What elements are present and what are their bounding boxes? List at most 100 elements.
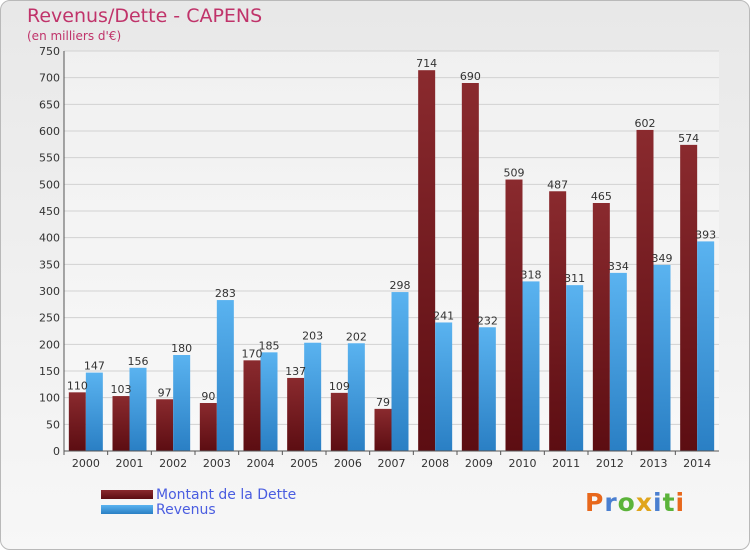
data-label-revenus: 147	[84, 360, 105, 373]
y-tick-label: 650	[39, 98, 60, 111]
logo-letter: t	[662, 488, 676, 517]
data-label-dette: 714	[416, 57, 437, 70]
y-tick-label: 750	[39, 45, 60, 58]
data-label-revenus: 334	[608, 260, 629, 273]
y-tick-label: 550	[39, 152, 60, 165]
bar-revenus	[304, 342, 322, 451]
x-tick-label: 2001	[116, 457, 144, 470]
legend-label-debt: Montant de la Dette	[156, 486, 297, 503]
data-label-dette: 90	[201, 390, 215, 403]
bar-revenus	[697, 241, 715, 451]
data-label-dette: 79	[376, 396, 390, 409]
bar-revenus	[653, 264, 671, 451]
bar-dette	[592, 203, 610, 451]
x-tick-label: 2005	[290, 457, 318, 470]
data-label-revenus: 202	[346, 330, 367, 343]
proxiti-logo: Proxiti	[585, 488, 685, 517]
bar-dette	[199, 403, 217, 451]
y-tick-label: 250	[39, 312, 60, 325]
logo-letter: P	[585, 488, 605, 517]
x-tick-label: 2004	[247, 457, 275, 470]
data-label-revenus: 283	[215, 287, 236, 300]
data-label-revenus: 241	[433, 309, 454, 322]
chart-title: Revenus/Dette - CAPENS	[27, 5, 263, 27]
bar-revenus	[216, 300, 234, 451]
bar-dette	[330, 392, 348, 451]
legend-item-debt: Montant de la Dette	[101, 486, 297, 503]
legend-label-revenus: Revenus	[156, 501, 216, 518]
bar-revenus	[435, 322, 453, 451]
data-label-revenus: 393	[695, 228, 716, 241]
y-tick-label: 500	[39, 178, 60, 191]
chart-subtitle: (en milliers d'€)	[27, 29, 122, 43]
bar-revenus	[347, 343, 365, 451]
x-tick-label: 2010	[509, 457, 537, 470]
x-tick-label: 2009	[465, 457, 493, 470]
bar-revenus	[129, 367, 147, 451]
bar-revenus	[522, 281, 540, 451]
bar-dette	[549, 191, 567, 451]
x-tick-label: 2000	[72, 457, 100, 470]
logo-letter: r	[604, 488, 618, 517]
data-label-dette: 574	[678, 132, 699, 145]
data-label-revenus: 156	[128, 355, 149, 368]
x-tick-label: 2012	[596, 457, 624, 470]
bar-revenus	[85, 372, 103, 451]
y-tick-label: 0	[53, 445, 60, 458]
data-label-revenus: 232	[477, 314, 498, 327]
data-label-dette: 487	[547, 178, 568, 191]
bar-dette	[374, 408, 392, 451]
bar-dette	[243, 360, 261, 451]
bar-dette	[68, 392, 86, 451]
data-label-dette: 602	[635, 117, 656, 130]
data-label-dette: 690	[460, 70, 481, 83]
data-label-dette: 97	[158, 386, 172, 399]
axis-layer: 0 50 100 150 200 250 300 350 400 450 500 550 600 650 7…	[39, 45, 719, 470]
data-label-revenus: 185	[259, 339, 280, 352]
logo-letter: i	[675, 488, 686, 517]
y-tick-label: 600	[39, 125, 60, 138]
bar-revenus	[391, 292, 409, 451]
x-tick-label: 2013	[640, 457, 668, 470]
x-tick-label: 2006	[334, 457, 362, 470]
y-tick-label: 450	[39, 205, 60, 218]
bar-dette	[680, 144, 698, 451]
data-label-revenus: 349	[652, 252, 673, 265]
x-tick-label: 2008	[421, 457, 449, 470]
logo-letter: x	[635, 488, 653, 517]
bar-dette	[287, 377, 305, 451]
data-label-dette: 465	[591, 190, 612, 203]
data-label-dette: 110	[67, 379, 88, 392]
y-tick-label: 300	[39, 285, 60, 298]
y-tick-label: 200	[39, 338, 60, 351]
legend-swatch-revenus	[101, 505, 153, 514]
data-label-revenus: 311	[564, 272, 585, 285]
y-tick-label: 150	[39, 365, 60, 378]
legend-item-revenus: Revenus	[101, 501, 296, 518]
data-label-dette: 137	[285, 365, 306, 378]
bar-revenus	[173, 355, 191, 451]
bar-dette	[418, 70, 436, 451]
x-tick-label: 2014	[683, 457, 711, 470]
legend: Montant de la Dette Revenus	[101, 486, 297, 518]
legend-swatch-debt	[101, 490, 153, 499]
y-tick-label: 400	[39, 232, 60, 245]
data-label-revenus: 180	[171, 342, 192, 355]
data-label-dette: 509	[504, 167, 525, 180]
bar-revenus	[609, 272, 627, 451]
bar-revenus	[260, 352, 278, 451]
bar-dette	[461, 83, 479, 451]
y-tick-label: 700	[39, 72, 60, 85]
data-label-dette: 109	[329, 380, 350, 393]
x-tick-label: 2011	[552, 457, 580, 470]
data-label-dette: 103	[111, 383, 132, 396]
bar-dette	[112, 396, 130, 451]
data-label-revenus: 298	[390, 279, 411, 292]
bars-layer	[68, 70, 715, 452]
data-label-revenus: 203	[302, 330, 323, 343]
y-tick-label: 100	[39, 392, 60, 405]
y-tick-label: 50	[46, 418, 60, 431]
